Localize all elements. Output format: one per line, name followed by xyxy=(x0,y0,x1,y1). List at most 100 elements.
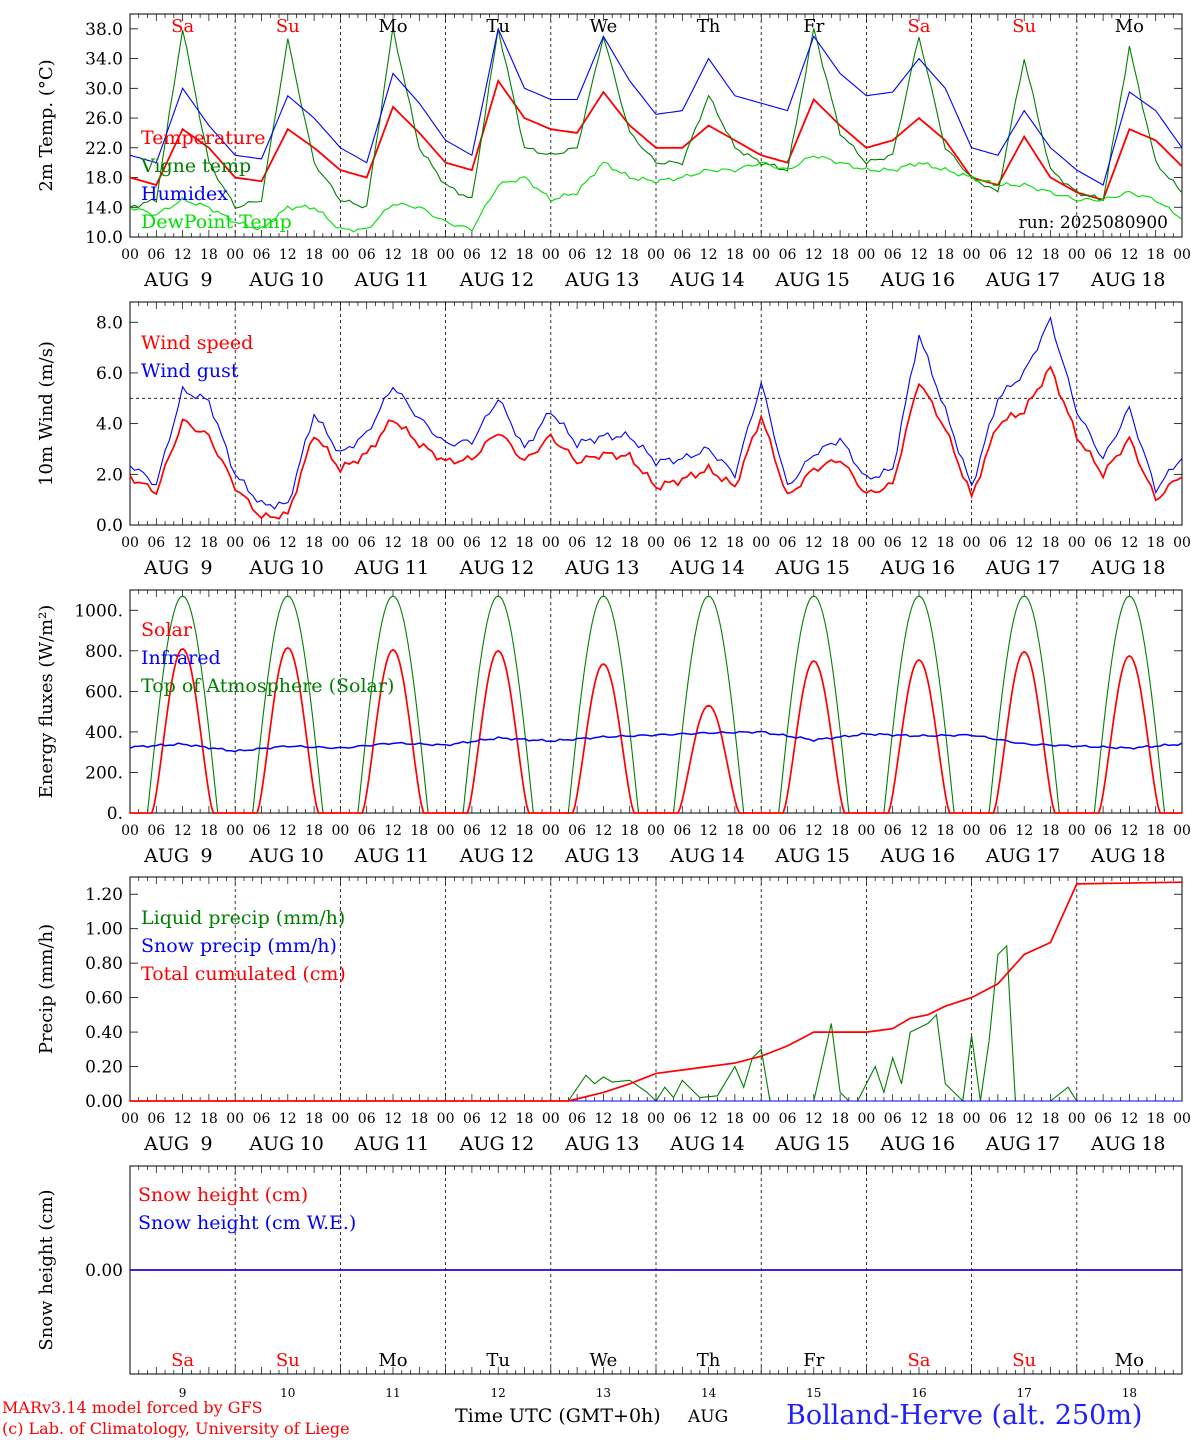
date-month-label: AUG xyxy=(143,269,189,291)
hour-tick-label: 18 xyxy=(200,823,218,839)
hour-tick-label: 00 xyxy=(1068,535,1086,551)
hour-tick-label: 18 xyxy=(516,247,534,263)
hour-tick-label: 12 xyxy=(1120,1111,1138,1127)
hour-tick-label: 00 xyxy=(752,1111,770,1127)
hour-tick-label: 06 xyxy=(884,1111,902,1127)
hour-tick-label: 06 xyxy=(779,1111,797,1127)
date-day-label: 9 xyxy=(201,845,213,867)
date-month-label: AUG xyxy=(774,269,820,291)
hour-tick-label: 06 xyxy=(147,247,165,263)
hour-tick-label: 12 xyxy=(1015,535,1033,551)
date-month-label: AUG xyxy=(143,1133,189,1155)
series-line-dewpoint-temp xyxy=(129,155,1183,233)
hour-tick-label: 06 xyxy=(463,247,481,263)
date-month-label: AUG xyxy=(880,557,926,579)
y-tick-label: 800. xyxy=(85,642,123,662)
weekday-label: Sa xyxy=(907,16,930,37)
date-day-label: 14 xyxy=(721,557,745,579)
hour-tick-label: 00 xyxy=(857,823,875,839)
date-day-label: 16 xyxy=(931,269,955,291)
hour-tick-label: 12 xyxy=(805,1111,823,1127)
y-tick-label: 4.0 xyxy=(96,415,123,435)
legend-entry: DewPoint Temp xyxy=(141,211,292,233)
hour-tick-label: 06 xyxy=(147,535,165,551)
date-month-label: AUG xyxy=(459,845,505,867)
date-month-label: AUG xyxy=(774,845,820,867)
hour-tick-label: 18 xyxy=(936,1111,954,1127)
y-tick-label: 14.0 xyxy=(85,198,123,218)
hour-tick-label: 00 xyxy=(542,1111,560,1127)
hour-tick-label: 18 xyxy=(410,1111,428,1127)
hour-tick-label: 18 xyxy=(200,247,218,263)
hour-tick-label: 00 xyxy=(963,823,981,839)
hour-tick-label: 12 xyxy=(805,535,823,551)
day-number-label: 15 xyxy=(806,1386,821,1400)
legend-entry: Snow height (cm W.E.) xyxy=(138,1212,356,1234)
hour-tick-label: 18 xyxy=(831,1111,849,1127)
date-month-label: AUG xyxy=(669,845,715,867)
hour-tick-label: 18 xyxy=(516,823,534,839)
series-line-liquid-precip-mm-h- xyxy=(130,944,1182,1103)
weekday-label: Su xyxy=(276,1350,300,1371)
legend-entry: Wind speed xyxy=(141,332,253,354)
hour-tick-label: 18 xyxy=(410,823,428,839)
date-month-label: AUG xyxy=(248,557,294,579)
hour-tick-label: 06 xyxy=(463,1111,481,1127)
legend-entry: Snow precip (mm/h) xyxy=(141,935,337,957)
series-line-temperature xyxy=(129,78,1183,201)
date-day-label: 13 xyxy=(615,269,639,291)
hour-tick-label: 12 xyxy=(174,1111,192,1127)
date-month-label: AUG xyxy=(564,269,610,291)
hour-tick-label: 06 xyxy=(358,1111,376,1127)
hour-tick-label: 00 xyxy=(963,535,981,551)
hour-tick-label: 12 xyxy=(279,1111,297,1127)
weekday-label: Su xyxy=(1012,16,1036,37)
hour-tick-label: 06 xyxy=(568,1111,586,1127)
date-day-label: 14 xyxy=(721,269,745,291)
hour-tick-label: 12 xyxy=(910,535,928,551)
date-day-label: 18 xyxy=(1141,1133,1165,1155)
date-month-label: AUG xyxy=(354,557,400,579)
hour-tick-label: 06 xyxy=(358,535,376,551)
y-tick-label: 0.80 xyxy=(85,954,123,974)
y-tick-label: 34.0 xyxy=(85,50,123,70)
hour-tick-label: 18 xyxy=(726,1111,744,1127)
hour-tick-label: 12 xyxy=(1120,535,1138,551)
hour-tick-label: 06 xyxy=(568,823,586,839)
date-day-label: 11 xyxy=(405,1133,429,1155)
date-day-label: 18 xyxy=(1141,557,1165,579)
hour-tick-label: 18 xyxy=(1147,535,1165,551)
day-number-label: 17 xyxy=(1017,1386,1032,1400)
hour-tick-label: 18 xyxy=(1042,1111,1060,1127)
date-month-label: AUG xyxy=(143,557,189,579)
time-axis-label: Time UTC (GMT+0h) xyxy=(455,1405,661,1427)
y-tick-label: 2.0 xyxy=(96,465,123,485)
hour-tick-label: 06 xyxy=(1094,823,1112,839)
hour-tick-label: 12 xyxy=(174,247,192,263)
hour-tick-label: 00 xyxy=(1173,823,1191,839)
hour-tick-label: 12 xyxy=(1015,823,1033,839)
y-tick-label: 0. xyxy=(107,804,123,824)
hour-tick-label: 06 xyxy=(1094,535,1112,551)
y-tick-label: 0.0 xyxy=(96,516,123,536)
hour-tick-label: 00 xyxy=(542,535,560,551)
hour-tick-label: 12 xyxy=(910,1111,928,1127)
hour-tick-label: 00 xyxy=(857,1111,875,1127)
panel-wind xyxy=(129,301,1183,526)
hour-tick-label: 18 xyxy=(936,247,954,263)
hour-tick-label: 06 xyxy=(1094,1111,1112,1127)
plot-frame xyxy=(129,13,1183,238)
hour-tick-label: 18 xyxy=(621,247,639,263)
hour-tick-label: 12 xyxy=(805,823,823,839)
run-label: run: 2025080900 xyxy=(1019,213,1168,233)
day-number-label: 10 xyxy=(280,1386,295,1400)
date-month-label: AUG xyxy=(564,845,610,867)
weekday-label: Tu xyxy=(486,16,510,37)
hour-tick-label: 12 xyxy=(279,247,297,263)
hour-tick-label: 12 xyxy=(910,823,928,839)
date-day-label: 10 xyxy=(300,269,324,291)
date-day-label: 14 xyxy=(721,1133,745,1155)
hour-tick-label: 06 xyxy=(463,823,481,839)
weekday-label: Th xyxy=(697,16,721,37)
legend-entry: Total cumulated (cm) xyxy=(141,963,346,985)
